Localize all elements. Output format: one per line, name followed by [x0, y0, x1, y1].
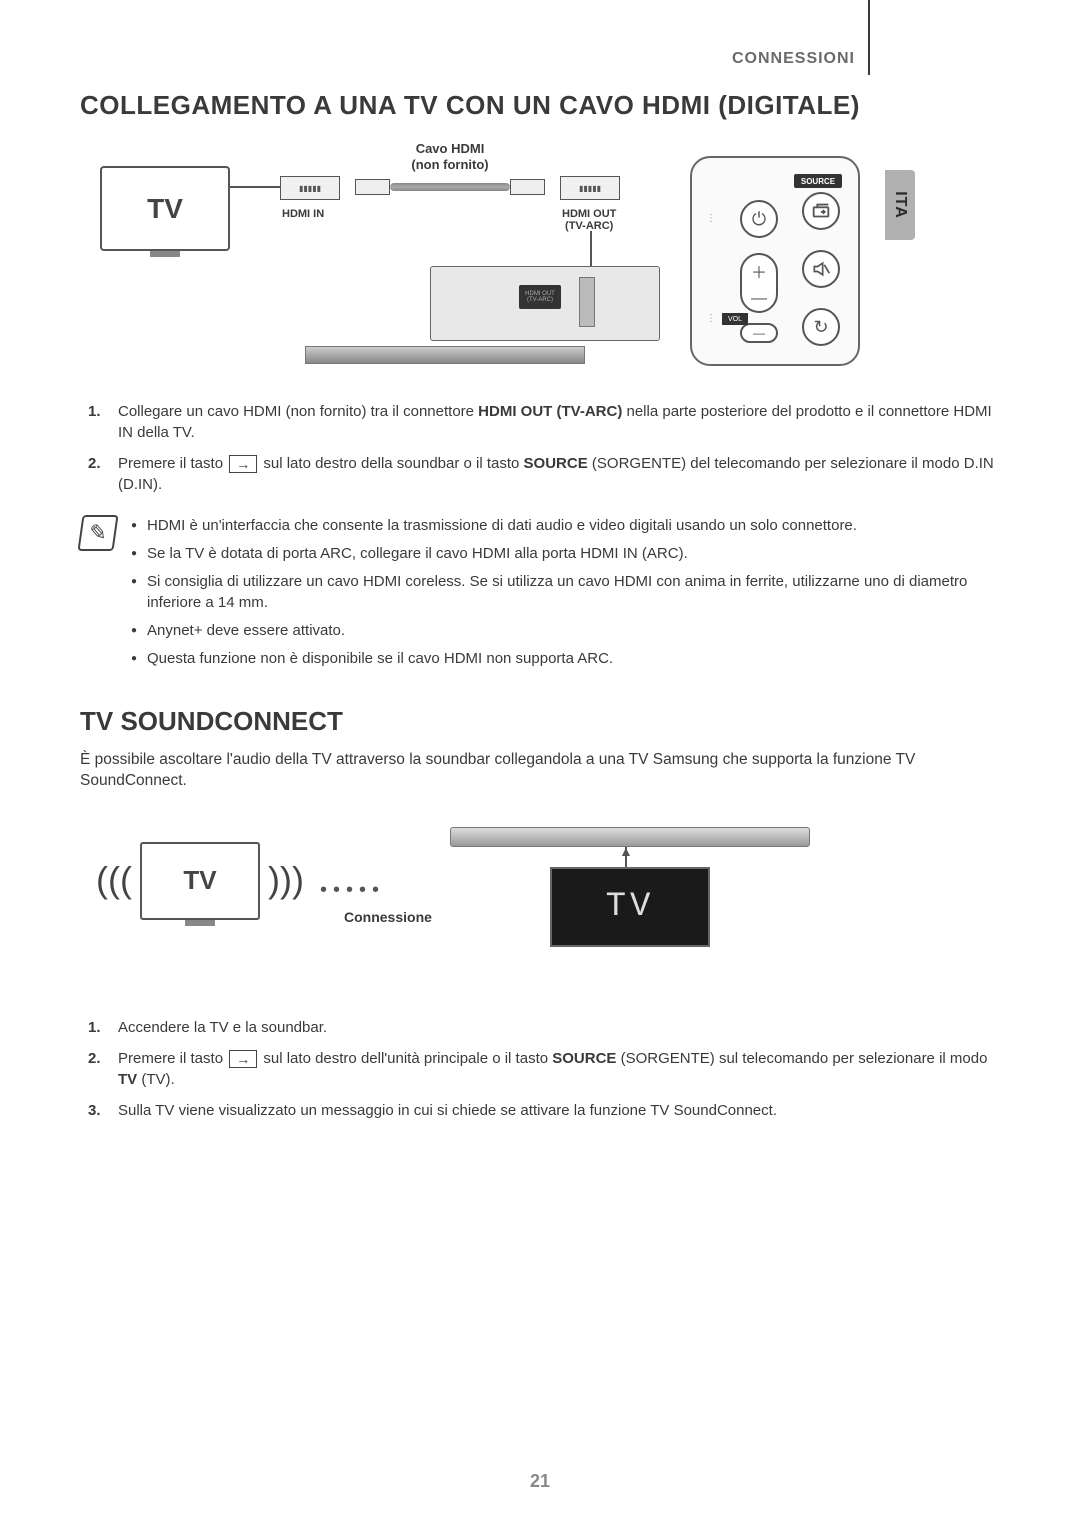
header-divider — [868, 0, 870, 75]
remote-source-label: SOURCE — [794, 174, 842, 188]
note-item: HDMI è un'interfaccia che consente la tr… — [131, 515, 1000, 537]
repeat-button-icon: ↻ — [802, 308, 840, 346]
remote-dots-icon: ⋮ — [706, 313, 715, 324]
remote-vol-label: VOL — [722, 313, 748, 325]
cable-label: Cavo HDMI (non fornito) — [395, 141, 505, 172]
wave-right-icon: ))) — [268, 859, 304, 901]
sc-tv-icon: TV — [140, 842, 260, 920]
title-hdmi: COLLEGAMENTO A UNA TV CON UN CAVO HDMI (… — [80, 90, 1000, 121]
hdmi-in-port-icon: ▮▮▮▮▮ — [280, 176, 340, 200]
hdmi-steps-list: Collegare un cavo HDMI (non fornito) tra… — [80, 401, 1000, 495]
step-item: Accendere la TV e la soundbar. — [110, 1017, 1000, 1038]
sc-display-icon: TV — [550, 867, 710, 947]
sc-line-icon — [625, 847, 627, 867]
hdmi-plug-left-icon — [355, 179, 390, 195]
remote-dots-icon: ⋮ — [706, 213, 715, 224]
step-item: Collegare un cavo HDMI (non fornito) tra… — [110, 401, 1000, 443]
power-button-icon: ⏻ — [740, 200, 778, 238]
remote-pill-button-icon: — — [740, 323, 778, 343]
hdmi-plug-right-icon — [510, 179, 545, 195]
wave-left-icon: ((( — [96, 859, 132, 901]
soundbar-hdmi-port-icon: HDMI OUT(TV-ARC) — [519, 285, 561, 309]
section-header: CONNESSIONI — [732, 50, 855, 68]
remote-icon: ⋮ ⋮ SOURCE ⏻ ＋— ↻ — VOL — [690, 156, 860, 366]
step-item: Premere il tasto sul lato destro della s… — [110, 453, 1000, 495]
sc-tv-stand-icon — [185, 920, 215, 926]
soundconnect-steps-list: Accendere la TV e la soundbar. Premere i… — [80, 1017, 1000, 1121]
tv-label: TV — [147, 193, 183, 225]
soundconnect-diagram: ((( TV ))) ••••• Connessione ▲ TV — [90, 817, 850, 987]
hdmi-out-label: HDMI OUT(TV-ARC) — [562, 208, 616, 232]
sc-tv-label: TV — [183, 865, 216, 896]
tv-stand-icon — [150, 251, 180, 257]
source-button-icon — [802, 192, 840, 230]
soundbar-plug-icon — [579, 277, 595, 327]
hdmi-in-label: HDMI IN — [282, 208, 324, 220]
tv-icon: TV — [100, 166, 230, 251]
connector-line — [230, 186, 280, 188]
language-tab: ITA — [885, 170, 915, 240]
notes-list: HDMI è un'interfaccia che consente la tr… — [131, 515, 1000, 676]
sc-display-text: TV — [606, 888, 655, 926]
title-soundconnect: TV SOUNDCONNECT — [80, 706, 1000, 737]
soundbar-back-icon: HDMI OUT(TV-ARC) — [430, 266, 660, 341]
volume-button-icon: ＋— — [740, 253, 778, 313]
sc-dots-icon: ••••• — [320, 879, 385, 902]
connessione-label: Connessione — [344, 909, 432, 925]
source-inline-icon — [229, 1050, 257, 1068]
mute-button-icon — [802, 250, 840, 288]
soundconnect-intro: È possibile ascoltare l'audio della TV a… — [80, 749, 1000, 792]
language-tab-label: ITA — [891, 191, 909, 219]
note-icon: ✎ — [77, 515, 118, 551]
soundbar-front-icon — [305, 346, 585, 364]
notes-block: ✎ HDMI è un'interfaccia che consente la … — [80, 515, 1000, 676]
hdmi-cable-icon — [390, 183, 510, 191]
hdmi-diagram: TV ▮▮▮▮▮ HDMI IN Cavo HDMI (non fornito)… — [100, 141, 860, 371]
page-number: 21 — [0, 1471, 1080, 1492]
step-item: Sulla TV viene visualizzato un messaggio… — [110, 1100, 1000, 1121]
hdmi-out-port-icon: ▮▮▮▮▮ — [560, 176, 620, 200]
note-item: Se la TV è dotata di porta ARC, collegar… — [131, 543, 1000, 565]
note-item: Anynet+ deve essere attivato. — [131, 620, 1000, 642]
step-item: Premere il tasto sul lato destro dell'un… — [110, 1048, 1000, 1090]
note-item: Si consiglia di utilizzare un cavo HDMI … — [131, 571, 1000, 615]
source-inline-icon — [229, 455, 257, 473]
note-item: Questa funzione non è disponibile se il … — [131, 648, 1000, 670]
